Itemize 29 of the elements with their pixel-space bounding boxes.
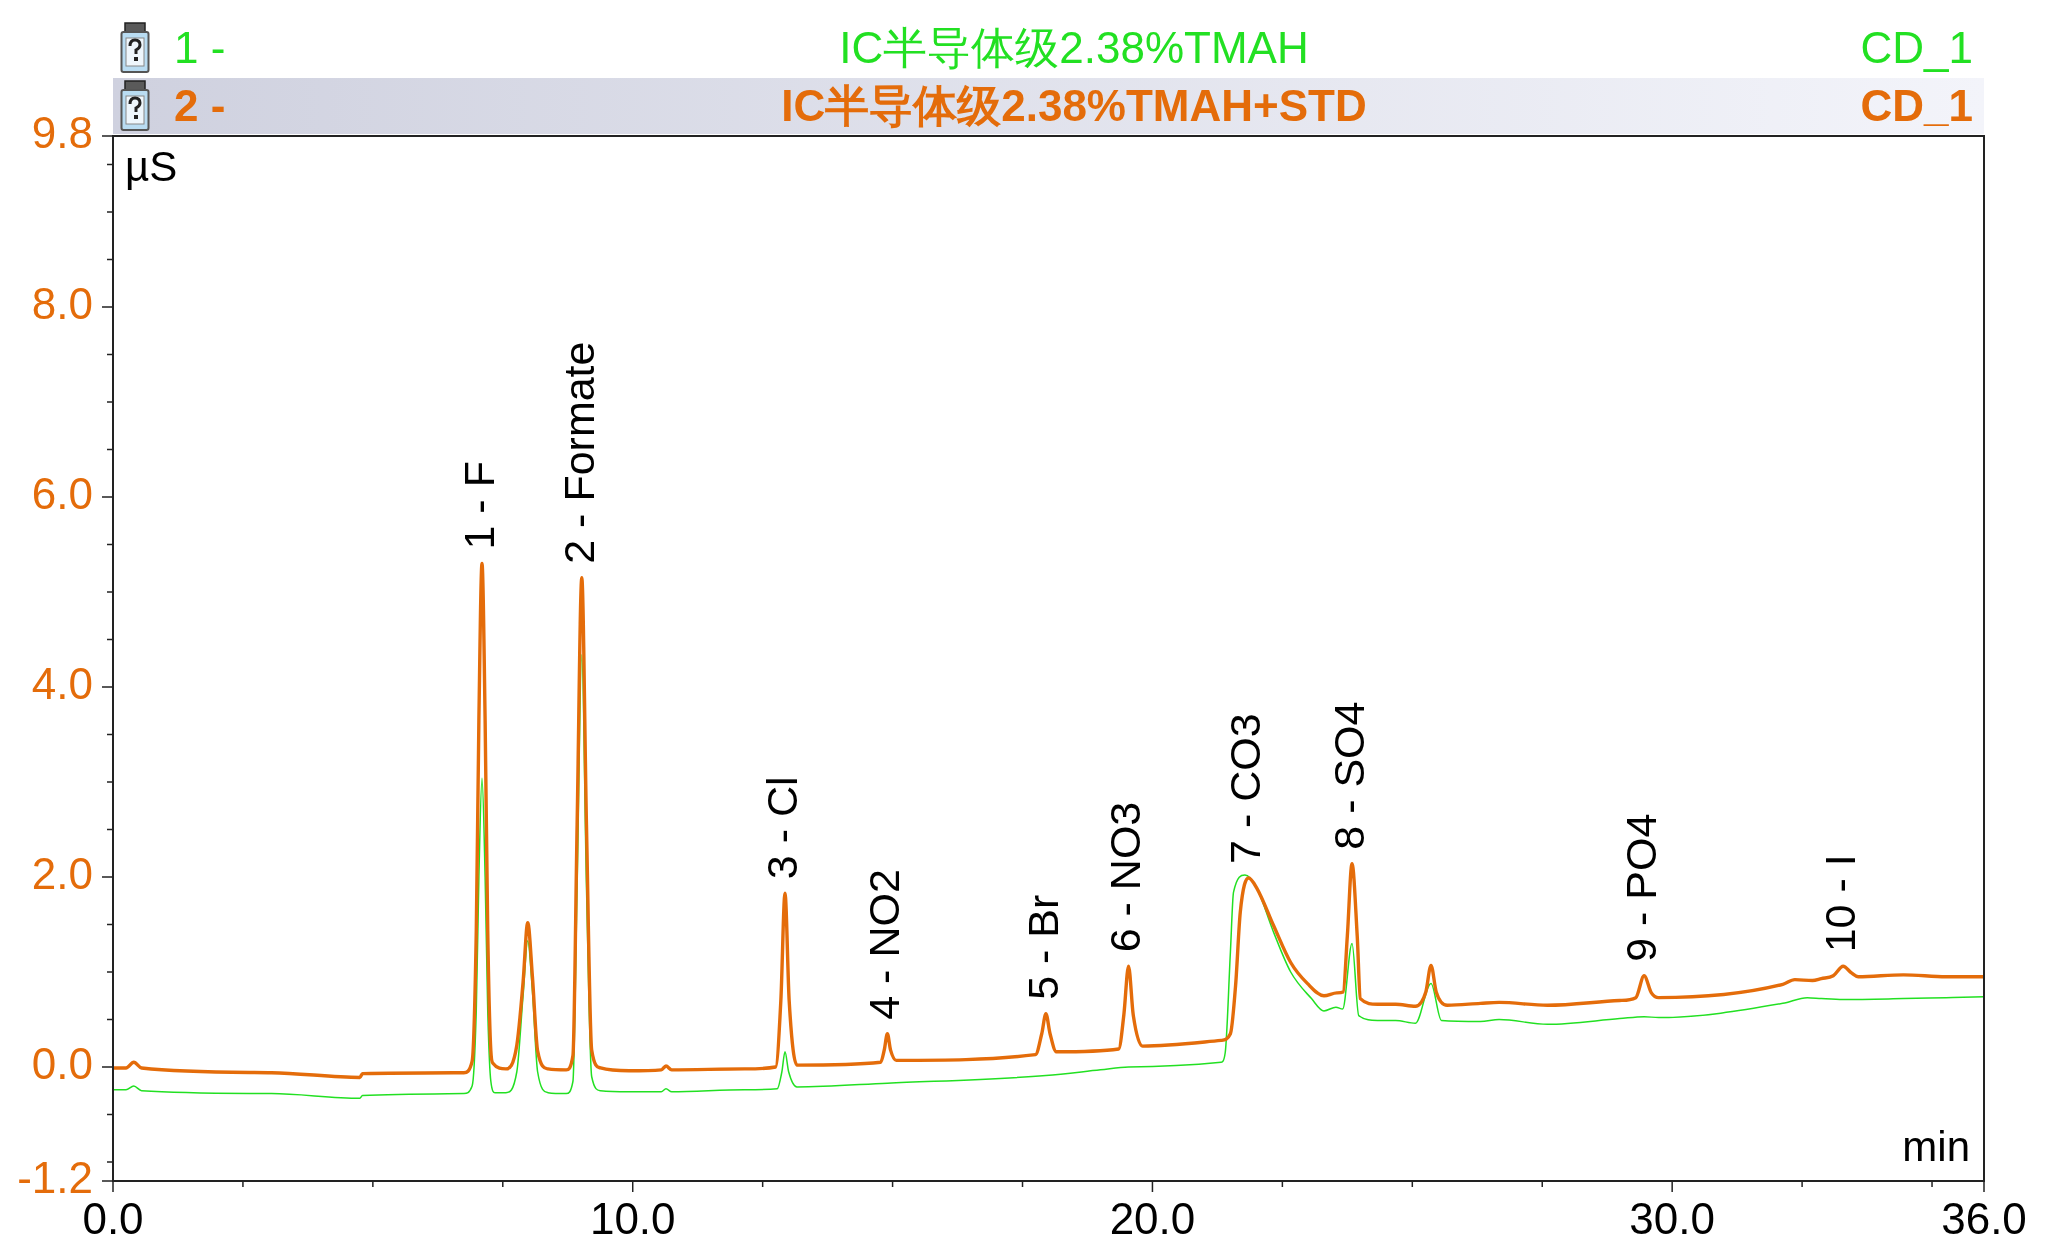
x-tick-label: 20.0 <box>1109 1193 1196 1243</box>
annotation: 5 - Br <box>1018 894 1067 1000</box>
text: 1 - <box>174 22 226 74</box>
x-axis-title: min <box>1902 1123 1970 1170</box>
y-tick-label: 2.0 <box>31 849 93 899</box>
annotation: 7 - CO3 <box>1221 713 1270 864</box>
text: 2 - <box>174 80 226 132</box>
y-tick-label: 6.0 <box>31 469 93 519</box>
annotation: 6 - NO3 <box>1101 801 1150 953</box>
annotation: 1 - F <box>454 461 503 550</box>
annotation: 9 - PO4 <box>1616 813 1665 962</box>
text: IC半导体级2.38%TMAH <box>839 22 1309 74</box>
text: CD_1 <box>1860 22 1973 74</box>
y-tick-label: 0.0 <box>31 1039 93 1089</box>
annotation: 2 - Formate <box>554 341 603 564</box>
annotation: 4 - NO2 <box>860 869 909 1020</box>
y-axis-title: µS <box>125 142 178 190</box>
text: CD_1 <box>1860 80 1973 132</box>
text: IC半导体级2.38%TMAH+STD <box>781 80 1367 132</box>
x-tick-label: 30.0 <box>1629 1193 1715 1243</box>
annotation: 8 - SO4 <box>1324 701 1373 850</box>
y-tick-label: 8.0 <box>31 279 93 329</box>
annotation: 10 - I <box>1816 854 1865 953</box>
x-tick-label: 10.0 <box>589 1193 676 1243</box>
x-tick-label: 36.0 <box>1941 1193 2027 1243</box>
y-tick-label: 4.0 <box>31 659 93 709</box>
line-series <box>113 561 1984 1080</box>
annotation: 3 - Cl <box>757 776 806 880</box>
y-tick-label: 9.8 <box>31 108 93 158</box>
